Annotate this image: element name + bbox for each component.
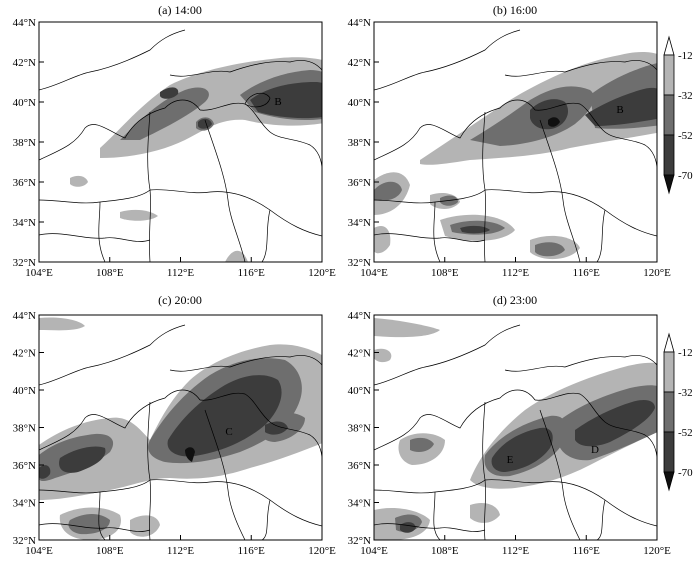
panel-b: (b) 16:00 <box>348 3 671 279</box>
x-tick-label: 104°E <box>360 545 388 557</box>
x-tick-label: 116°E <box>573 267 600 279</box>
colorbar-label: -70 <box>678 467 693 479</box>
y-tick-label: 32°N <box>348 535 371 547</box>
x-tick-label: 120°E <box>308 267 336 279</box>
y-tick-label: 38°N <box>13 137 36 149</box>
y-tick-label: 36°N <box>348 460 371 472</box>
system-label-b: B <box>616 104 623 116</box>
panel-title: (b) 16:00 <box>493 3 537 17</box>
cloud-top-field <box>39 317 322 540</box>
colorbar-label: -52 <box>678 130 693 142</box>
system-label-c: C <box>225 426 232 438</box>
x-tick-label: 116°E <box>238 545 265 557</box>
colorbar-segment <box>663 94 675 136</box>
y-tick-label: 42°N <box>13 348 36 360</box>
colorbar-segment <box>663 54 675 96</box>
y-tick-label: 38°N <box>348 137 371 149</box>
colorbar-label: -32 <box>678 90 693 102</box>
y-tick-label: 38°N <box>348 423 371 435</box>
y-tick-label: 32°N <box>13 257 36 269</box>
colorbar-extend-bottom <box>663 471 675 492</box>
panel-title: (c) 20:00 <box>158 293 202 307</box>
colorbar-segment <box>663 134 675 176</box>
y-tick-label: 42°N <box>348 57 371 69</box>
panel-a: (a) 14:00 <box>13 3 336 279</box>
colorbar-label: -70 <box>678 170 693 182</box>
x-tick-label: 112°E <box>167 545 194 557</box>
panel-c: (c) 20:00 <box>13 293 336 557</box>
cloud-top-field <box>39 29 322 262</box>
y-tick-label: 34°N <box>13 217 36 229</box>
colorbar-label: -52 <box>678 427 693 439</box>
x-tick-label: 116°E <box>573 545 600 557</box>
y-tick-label: 32°N <box>348 257 371 269</box>
colorbar-bottom: -12 -32 -52 -70 <box>663 332 693 492</box>
y-tick-label: 44°N <box>13 17 36 29</box>
system-label-d: D <box>591 444 599 456</box>
colorbar-label: -12 <box>678 347 693 359</box>
x-tick-label: 112°E <box>502 267 529 279</box>
colorbar-label: -12 <box>678 50 693 62</box>
x-tick-label: 120°E <box>308 545 336 557</box>
x-tick-label: 108°E <box>96 267 124 279</box>
cloud-top-field <box>374 318 657 540</box>
y-tick-label: 32°N <box>13 535 36 547</box>
x-tick-label: 104°E <box>360 267 388 279</box>
x-tick-label: 120°E <box>643 545 671 557</box>
x-tick-label: 112°E <box>167 267 194 279</box>
x-tick-label: 104°E <box>25 545 53 557</box>
panel-title: (a) 14:00 <box>158 3 202 17</box>
cloud-top-field <box>374 29 657 262</box>
y-tick-label: 44°N <box>13 310 36 322</box>
x-tick-label: 120°E <box>643 267 671 279</box>
panel-d: (d) 23:00 <box>348 293 671 557</box>
colorbar-label: -32 <box>678 387 693 399</box>
colorbar-extend-bottom <box>663 174 675 195</box>
x-tick-label: 104°E <box>25 267 53 279</box>
y-tick-label: 36°N <box>13 460 36 472</box>
y-tick-label: 36°N <box>348 177 371 189</box>
y-tick-label: 40°N <box>13 385 36 397</box>
colorbar-segment <box>663 431 675 473</box>
y-tick-label: 34°N <box>348 217 371 229</box>
y-tick-label: 44°N <box>348 310 371 322</box>
y-tick-label: 40°N <box>348 97 371 109</box>
y-tick-label: 34°N <box>13 498 36 510</box>
y-tick-label: 40°N <box>13 97 36 109</box>
x-tick-label: 112°E <box>502 545 529 557</box>
system-label-e: E <box>507 454 514 466</box>
colorbar-segment <box>663 351 675 393</box>
y-tick-label: 42°N <box>348 348 371 360</box>
y-tick-label: 42°N <box>13 57 36 69</box>
system-label-b: B <box>274 96 281 108</box>
y-tick-label: 36°N <box>13 177 36 189</box>
x-tick-label: 108°E <box>96 545 124 557</box>
colorbar-top: -12 -32 -52 -70 <box>663 35 693 195</box>
x-tick-label: 116°E <box>238 267 265 279</box>
colorbar-extend-top <box>663 35 675 56</box>
x-tick-label: 108°E <box>431 267 459 279</box>
y-tick-label: 44°N <box>348 17 371 29</box>
y-tick-label: 40°N <box>348 385 371 397</box>
y-tick-label: 34°N <box>348 498 371 510</box>
x-tick-label: 108°E <box>431 545 459 557</box>
panel-title: (d) 23:00 <box>493 293 537 307</box>
colorbar-segment <box>663 391 675 433</box>
y-tick-label: 38°N <box>13 423 36 435</box>
colorbar-extend-top <box>663 332 675 353</box>
